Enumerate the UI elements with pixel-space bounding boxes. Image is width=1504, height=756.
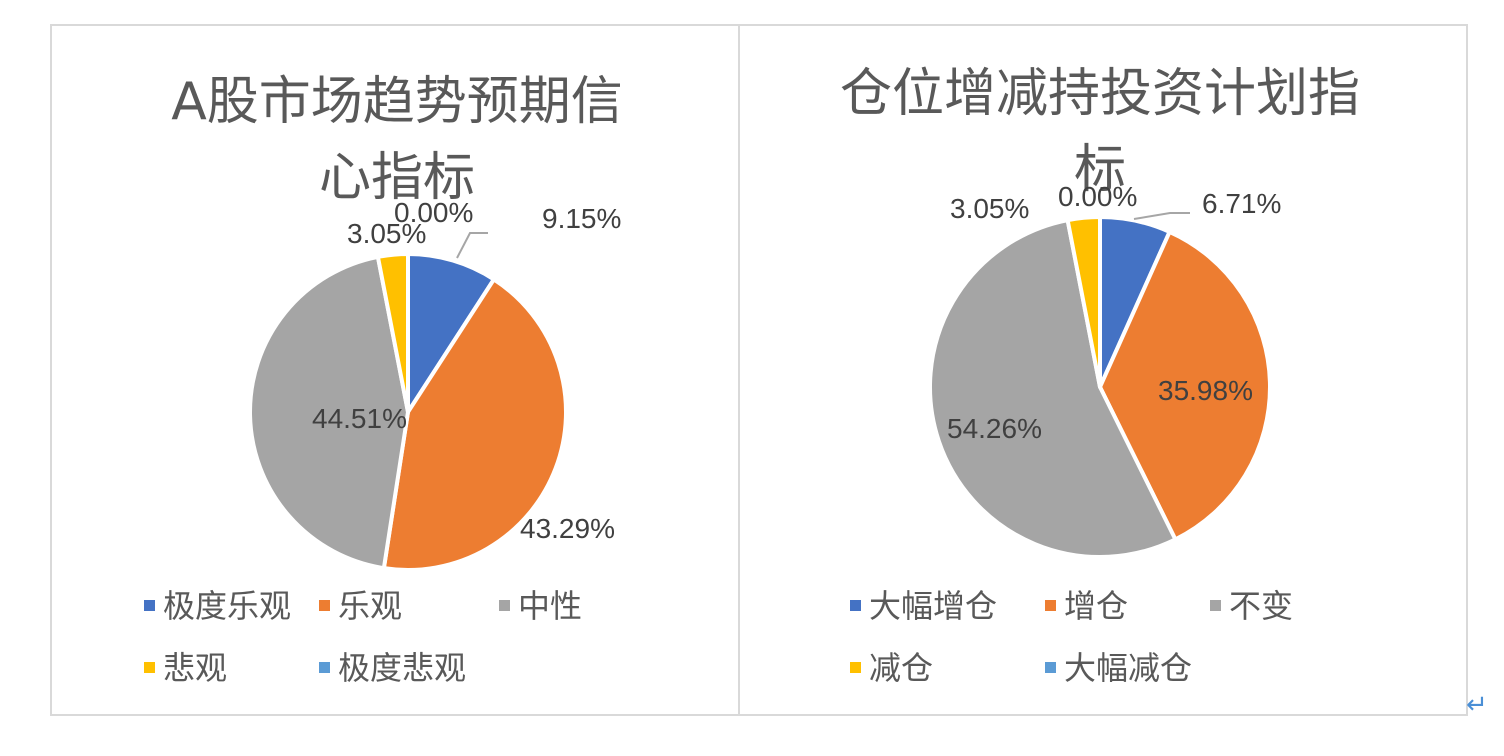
legend-label: 乐观 (338, 587, 403, 625)
pie-slice-2 (381, 277, 568, 572)
leader-line (1133, 212, 1190, 220)
legend-label: 极度悲观 (338, 649, 467, 687)
data-label: 43.29% (520, 513, 615, 544)
legend-label: 减仓 (869, 649, 934, 687)
legend-swatch (319, 661, 330, 673)
data-label: 35.98% (1158, 375, 1253, 406)
data-label: 0.00% (1058, 181, 1137, 212)
pie-slice-4 (1065, 215, 1102, 389)
pie-slice-4 (375, 252, 410, 414)
legend-item: 极度乐观 (144, 576, 291, 636)
pie-slice-3 (928, 218, 1178, 559)
legend-item: 乐观 (319, 576, 402, 636)
legend-item: 增仓 (1045, 576, 1128, 636)
legend-swatch (319, 599, 330, 611)
legend-label: 增仓 (1064, 587, 1129, 625)
legend-item: 大幅增仓 (850, 576, 997, 636)
legend-swatch (1210, 599, 1221, 611)
legend-item: 极度悲观 (319, 638, 466, 698)
pie-chart: 6.71% 35.98% 54.26% 3.05% 0.00% (928, 181, 1281, 559)
legend-swatch (850, 599, 861, 611)
data-label: 3.05% (950, 193, 1029, 224)
chart-title: 仓位增减持投资计划指标 (839, 64, 1360, 200)
legend-label: 悲观 (163, 649, 228, 687)
pie-chart: 9.15% 43.29% 44.51% 3.05%0.00% (248, 197, 621, 572)
chart-panel-market-confidence: A股市场趋势预期信心指标 9.15% 43.29% 44.51% 3.05% 0.00%… (50, 24, 740, 716)
chart-title: A股市场趋势预期信心指标 (171, 72, 623, 208)
legend-label: 大幅减仓 (1064, 649, 1193, 687)
legend-item: 不变 (1210, 576, 1293, 636)
legend-swatch (1045, 661, 1056, 673)
legend-item: 减仓 (850, 638, 933, 698)
legend-item: 中性 (499, 576, 582, 636)
data-label: 54.26% (947, 413, 1042, 444)
leader-line (456, 232, 488, 259)
data-label: 44.51% (312, 403, 407, 434)
chart-panel-position-plan: 仓位增减持投资计划指标 6.71% 35.98% 54.26% 3.05% 0.00% … (738, 24, 1468, 716)
pie-slice-3 (248, 254, 410, 571)
legend-swatch (1045, 599, 1056, 611)
legend-swatch (850, 661, 861, 673)
legend-label: 中性 (518, 587, 583, 625)
legend-label: 极度乐观 (163, 587, 292, 625)
legend-item: 悲观 (144, 638, 227, 698)
pie-slice-2 (1098, 229, 1272, 542)
legend-swatch (499, 599, 510, 611)
data-label: 9.15% (542, 203, 621, 234)
legend-item: 大幅减仓 (1045, 638, 1192, 698)
legend-label: 不变 (1229, 587, 1294, 625)
data-label: 6.71% (1202, 188, 1281, 219)
legend-label: 大幅增仓 (869, 587, 998, 625)
legend-swatch (144, 661, 155, 673)
data-label: 0.00% (394, 197, 473, 228)
legend-swatch (144, 599, 155, 611)
data-label: 3.05% (347, 218, 426, 249)
paragraph-return-icon: ↵ (1466, 690, 1488, 720)
